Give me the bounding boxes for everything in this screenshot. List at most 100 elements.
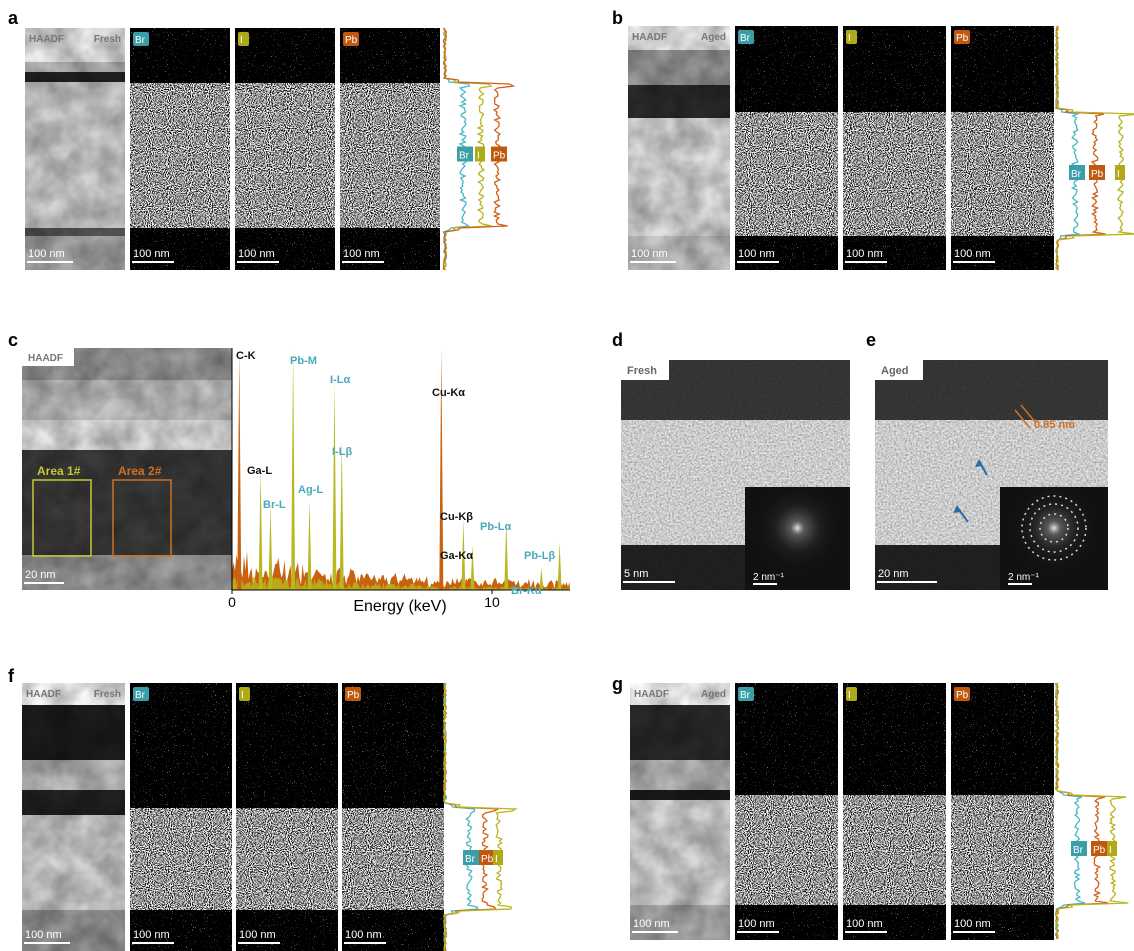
scale-bar-label: 100 nm [738,918,775,930]
element-label: Pb [956,690,969,701]
scale-bar-label: 100 nm [238,248,275,260]
dense-signal [951,112,1054,236]
area-box [32,479,92,557]
scale-bar-label: 100 nm [738,248,775,260]
peak-label: Cu-Kα [432,387,465,399]
element-label: Br [135,35,146,46]
dense-signal [130,83,230,228]
scale-bar-label: 100 nm [133,929,170,941]
line-profile [1054,25,1134,271]
line-profile [1054,682,1086,940]
spectrum-peak [307,500,312,590]
haadf-texture [22,683,125,951]
element-label: Br [740,33,751,44]
profile-tag [1069,165,1085,180]
line-profile [442,683,501,951]
profile-label: Pb [481,854,494,865]
spectrum-peak [557,542,562,590]
haadf-texture [25,28,125,270]
eds-signal [843,26,946,270]
element-tag [238,32,249,46]
spectrum-peak [439,348,444,590]
dense-signal [843,795,946,905]
haadf-label: HAADF [29,34,64,45]
lattice-label: 0.85 nm [1034,419,1075,431]
panel-label: f [8,666,15,686]
spectrum-peak [539,568,544,590]
inset-scale-label: 2 nm⁻¹ [753,572,785,583]
eds-signal [735,26,838,270]
scale-bar-label: 100 nm [133,248,170,260]
element-tag [954,687,970,701]
scale-bar-label: 5 nm [624,568,648,580]
dense-signal [130,808,232,910]
scale-bar-label: 100 nm [343,248,380,260]
scale-bar-label: 100 nm [846,918,883,930]
haadf-texture [22,348,232,590]
eds-signal [951,26,1054,270]
state-label: Fresh [627,365,657,377]
element-label: Pb [956,33,969,44]
spectrum-peak [268,505,273,590]
area-label: Area 2# [118,464,162,478]
spectrum-peak [291,350,296,590]
profile-label: I [1117,169,1120,180]
line-profile [1054,682,1129,939]
spectrum-peak [461,520,466,590]
dense-signal [735,112,838,236]
state-label: Fresh [94,689,121,700]
panel-label: g [612,674,623,694]
profile-tag [463,850,479,865]
dense-signal [843,112,946,236]
element-tag [738,30,754,44]
spectrum-area2 [232,551,570,590]
profile-label: Br [465,854,476,865]
haadf-label: HAADF [634,689,669,700]
scale-bar-label: 100 nm [631,248,668,260]
profile-tag [1107,841,1117,856]
element-tag [345,687,361,701]
peak-label: Ga-L [247,465,272,477]
spectrum-peak [237,350,242,590]
dense-signal [735,795,838,905]
x-axis-label: Energy (keV) [353,598,446,615]
eds-signal [735,683,838,940]
spectrum-area1 [232,571,570,590]
lattice-mark [1014,409,1031,429]
profile-tag [493,850,503,865]
scale-bar-label: 100 nm [28,248,65,260]
fft-ring [1021,495,1087,561]
spectrum-peak [339,440,344,590]
peak-label: I-Lβ [332,446,352,458]
eds-signal [951,683,1054,940]
element-tag [343,32,359,46]
panel-label: c [8,330,18,350]
panel-label: d [612,330,623,350]
profile-label: Br [1071,169,1082,180]
profile-label: I [495,854,498,865]
peak-label: Ga-Kα [440,550,473,562]
peak-label: Pb-Lα [480,521,511,533]
profile-label: I [477,151,480,162]
spectrum-peak [332,380,337,590]
label-backing [875,360,923,380]
element-tag [133,687,149,701]
area-label: Area 1# [37,464,81,478]
eds-signal [342,683,444,951]
element-label: I [241,690,244,701]
peak-label: Br-Kα [511,585,542,597]
dense-signal [951,795,1054,905]
haadf-label: HAADF [632,32,667,43]
profile-label: Br [459,151,470,162]
dense-signal [340,83,440,228]
scale-bar-label: 20 nm [878,568,909,580]
line-profile [1054,682,1109,940]
x-tick-label: 0 [228,594,236,610]
arrow-head [953,505,961,513]
panel-label: e [866,330,876,350]
haadf-label: HAADF [26,689,61,700]
element-tag [954,30,970,44]
profile-tag [475,146,485,162]
profile-label: Pb [493,151,506,162]
dense-signal [236,808,338,910]
